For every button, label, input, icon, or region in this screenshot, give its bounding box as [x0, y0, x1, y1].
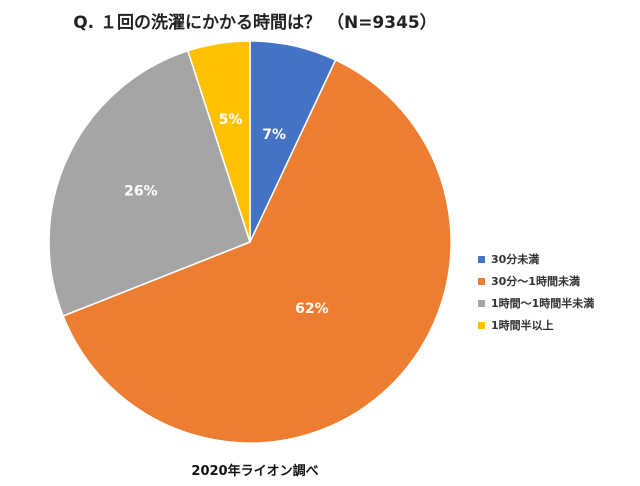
legend-swatch: [478, 321, 485, 329]
pie-slice: [62, 59, 452, 444]
legend-swatch: [478, 255, 485, 263]
legend-label: 30分未満: [491, 253, 540, 266]
legend-label: 30分～1時間未満: [491, 275, 580, 288]
chart-title: Q. １回の洗濯にかかる時間は？ （N=9345）: [73, 13, 437, 33]
source-note: 2020年ライオン調べ: [191, 464, 319, 479]
legend-label: 1時間半以上: [491, 319, 554, 332]
legend-item: 30分未満: [478, 248, 594, 270]
legend-swatch: [478, 277, 485, 285]
slice-label: 62%: [295, 301, 329, 317]
pie-slice: [48, 49, 251, 317]
slice-label: 26%: [124, 184, 158, 200]
legend: 30分未満 30分～1時間未満 1時間～1時間半未満 1時間半以上: [478, 248, 594, 336]
legend-label: 1時間～1時間半未満: [491, 297, 595, 310]
slice-label: 7%: [262, 127, 286, 143]
legend-swatch: [478, 299, 485, 307]
legend-item: 1時間～1時間半未満: [478, 292, 594, 314]
legend-item: 30分～1時間未満: [478, 270, 594, 292]
pie-slice: [186, 40, 251, 243]
legend-item: 1時間半以上: [478, 314, 594, 336]
slice-label: 5%: [219, 112, 243, 128]
